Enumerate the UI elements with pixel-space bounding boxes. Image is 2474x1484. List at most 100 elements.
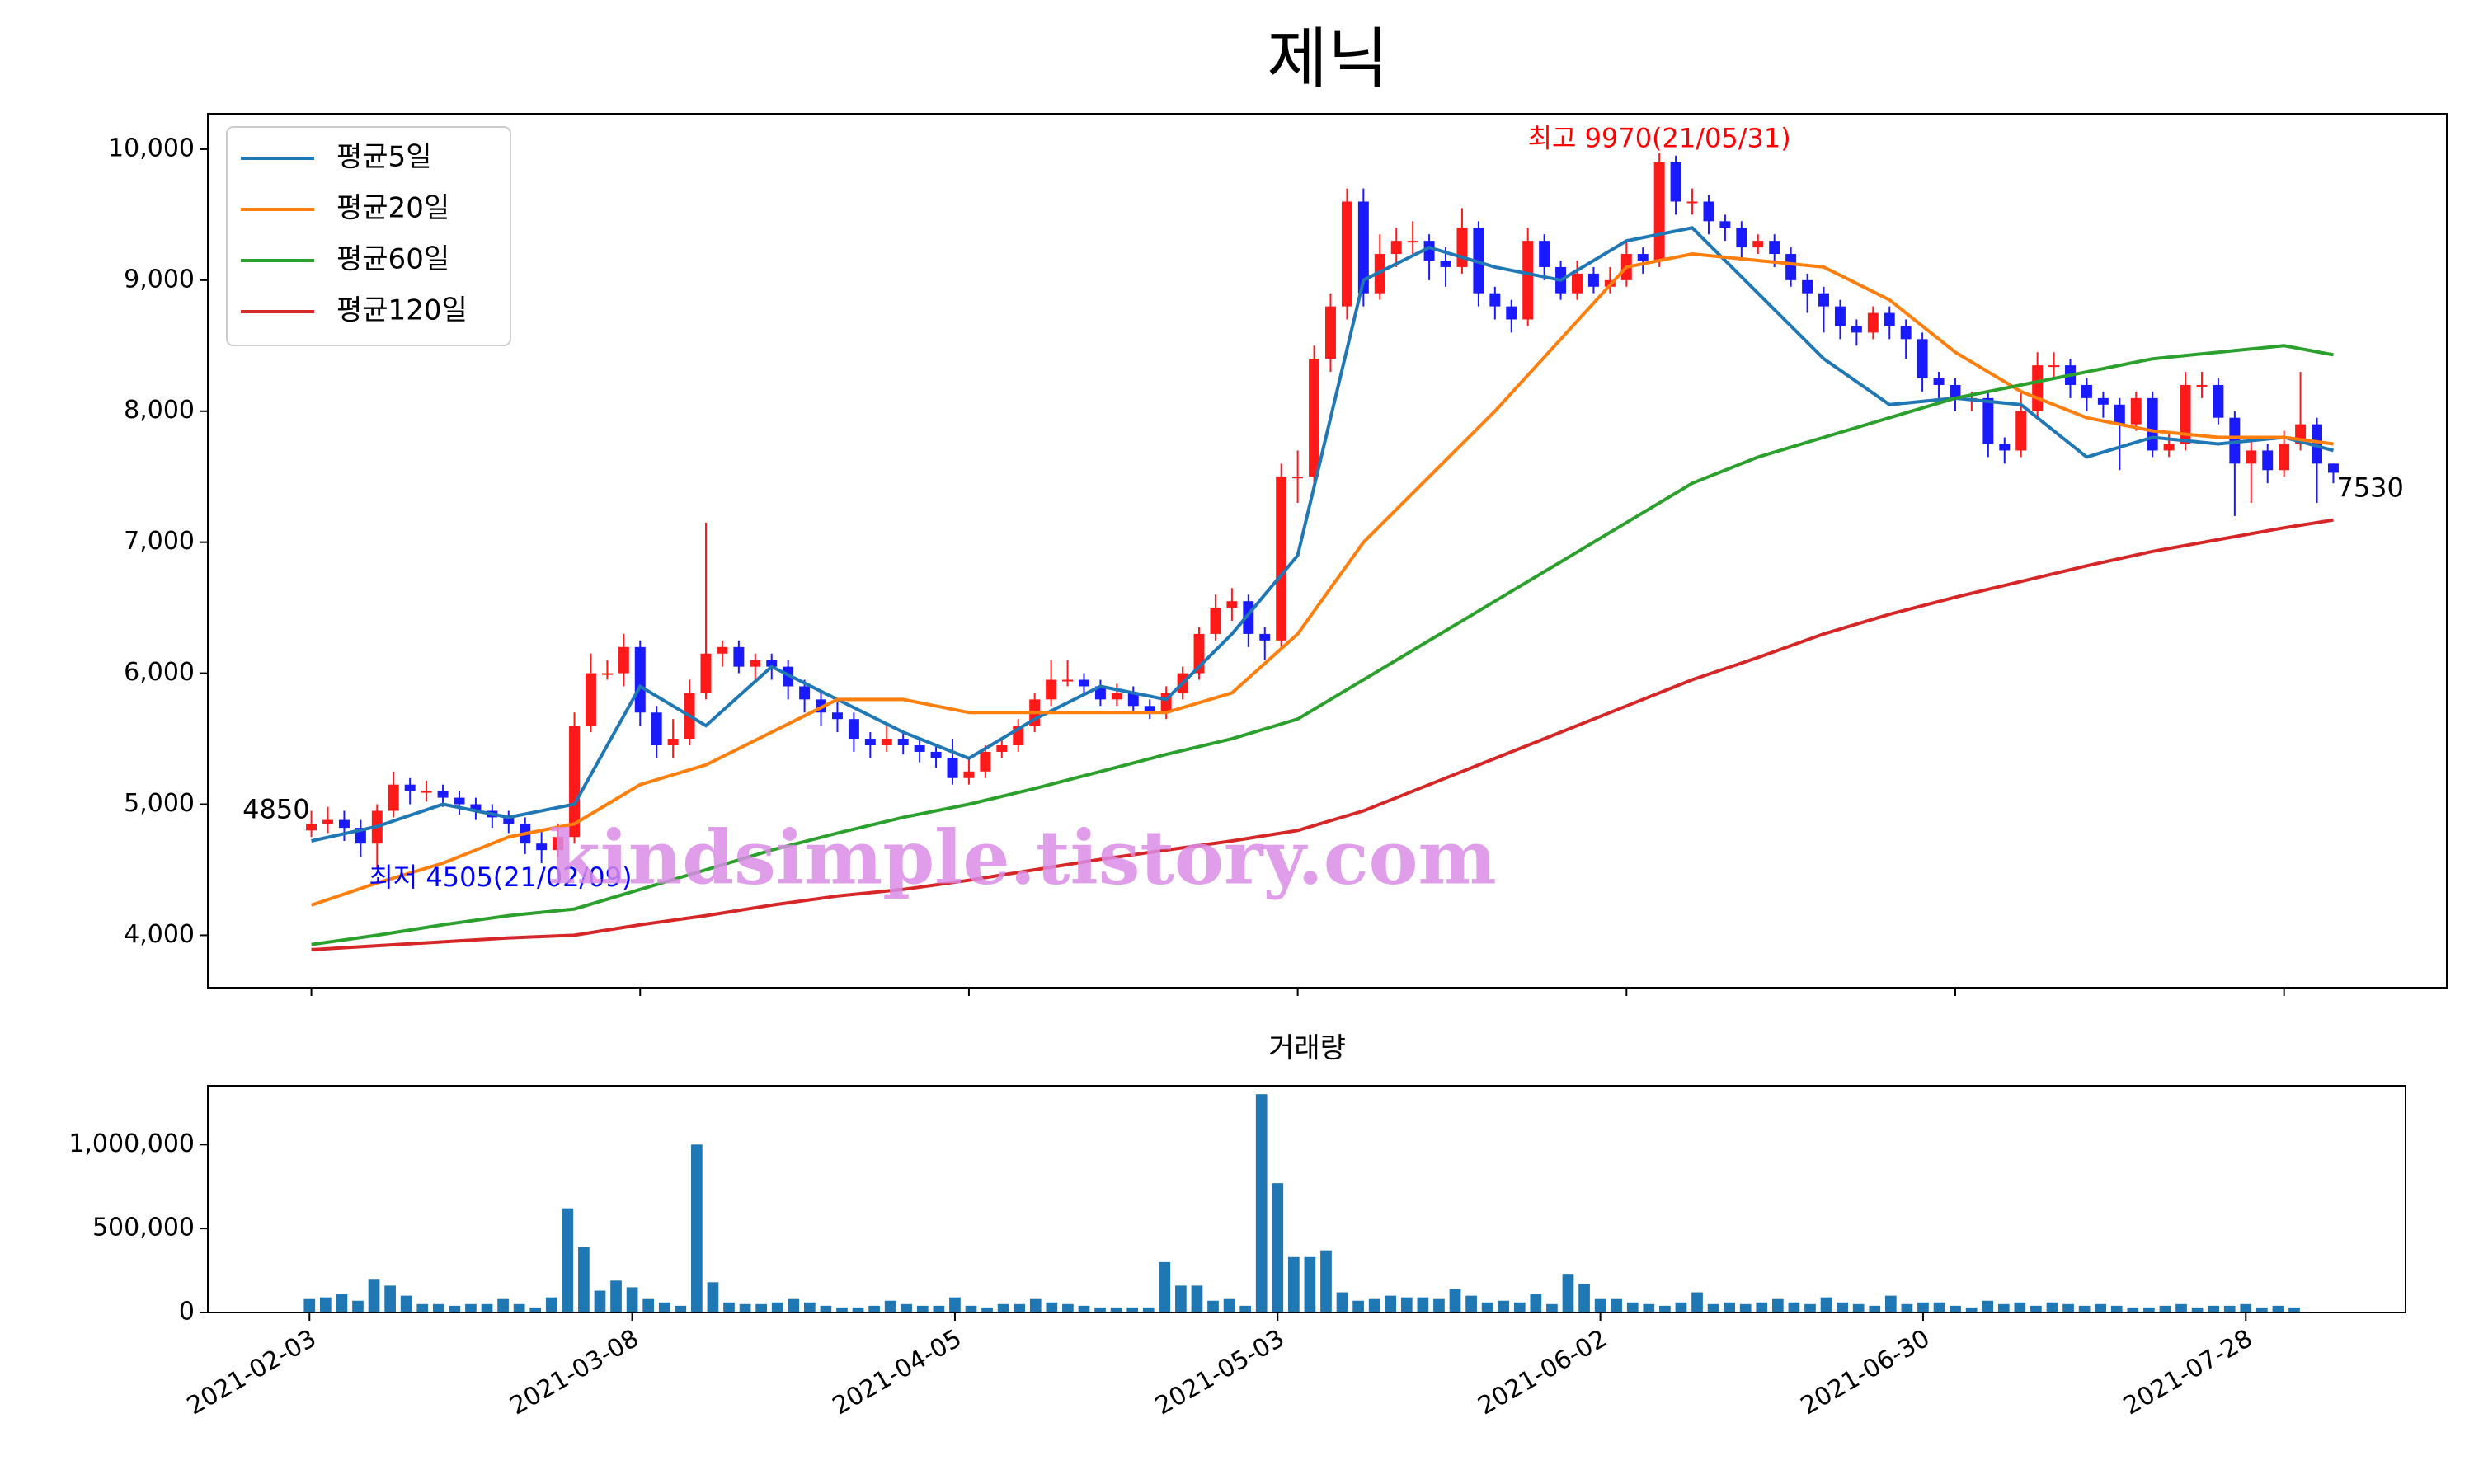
volume-bar [1481, 1302, 1493, 1313]
candle-body [1917, 339, 1928, 379]
volume-bar [1982, 1300, 1994, 1313]
volume-bar [1820, 1297, 1832, 1313]
candle-body [338, 819, 350, 829]
legend-label: 평균120일 [336, 294, 468, 327]
volume-bar [1368, 1298, 1380, 1313]
candle-body [1111, 693, 1122, 700]
candle-body [634, 646, 646, 713]
candle-body [1309, 359, 1320, 477]
candle-body [1078, 679, 1089, 687]
volume-bar [400, 1295, 412, 1313]
candle-body [963, 771, 975, 778]
volume-bar [1675, 1302, 1687, 1313]
candle-body [1259, 633, 1271, 641]
volume-bar [481, 1303, 493, 1313]
volume-bar [1530, 1294, 1542, 1313]
volume-bar [1014, 1303, 1026, 1313]
candle-body [1670, 162, 1681, 202]
candle-body [766, 660, 778, 667]
candle-body [536, 843, 548, 851]
candle-body [2048, 365, 2060, 368]
volume-bar [1287, 1256, 1300, 1313]
candle-body [1226, 601, 1238, 608]
candle-body [1653, 162, 1665, 261]
candle-body [1539, 241, 1550, 267]
volume-bar [529, 1307, 542, 1313]
moving-average-line [311, 344, 2334, 946]
candle-body [1276, 477, 1287, 641]
volume-bar [432, 1303, 444, 1313]
candle-body [1127, 693, 1139, 707]
candle-body [2081, 384, 2092, 398]
volume-bar [981, 1307, 993, 1313]
candle-body [1506, 306, 1517, 320]
volume-bar [1191, 1285, 1203, 1313]
volume-bar [2159, 1305, 2171, 1313]
volume-bar [2240, 1303, 2252, 1313]
candle-body [947, 758, 958, 778]
volume-bar [594, 1290, 606, 1313]
candle-body [914, 744, 925, 752]
volume-bar [707, 1282, 719, 1313]
candle-body [454, 797, 465, 805]
volume-bar [771, 1302, 783, 1313]
candle-body [1572, 273, 1583, 294]
volume-bar [820, 1305, 832, 1313]
volume-bar [965, 1305, 977, 1313]
first-close-label: 4850 [242, 793, 309, 824]
volume-bar [1029, 1298, 1042, 1313]
candle-body [1341, 201, 1352, 307]
volume-bar [884, 1300, 896, 1313]
candle-body [2130, 397, 2142, 425]
candle-body [1752, 241, 1764, 248]
candle-body [322, 819, 333, 824]
volume-bar [2272, 1305, 2284, 1313]
volume-bar [1950, 1305, 1961, 1313]
volume-bar [384, 1285, 396, 1313]
candle-body [1094, 686, 1106, 700]
candle-body [1884, 312, 1895, 326]
candle-body [717, 646, 728, 654]
volume-bar [1336, 1292, 1348, 1313]
candle-body [1440, 260, 1451, 267]
candle-body [601, 673, 613, 675]
volume-bar [626, 1287, 638, 1313]
volume-bar [336, 1294, 348, 1313]
legend-box [226, 126, 511, 346]
candle-body [569, 726, 581, 838]
moving-average-line [311, 226, 2335, 843]
candle-body [1637, 254, 1649, 261]
volume-bar [2127, 1307, 2139, 1313]
volume-title: 거래량 [1268, 1032, 1346, 1065]
y-tick-label: 10,000 [108, 134, 195, 162]
candle-body [2032, 365, 2044, 411]
volume-bar [1707, 1303, 1719, 1313]
volume-bar [739, 1303, 751, 1313]
candle-body [897, 739, 909, 745]
volume-bar [1804, 1303, 1816, 1313]
volume-bar [803, 1302, 816, 1313]
volume-bar [1078, 1305, 1090, 1313]
candle-body [1982, 397, 1994, 444]
candle-body [553, 837, 564, 851]
candle-body [881, 739, 892, 745]
max-annotation: 최고 9970(21/05/31) [1528, 123, 1791, 154]
candle-body [1818, 293, 1829, 307]
volume-bar [2143, 1307, 2155, 1313]
volume-bar [1626, 1302, 1639, 1313]
candle-body [1999, 444, 2011, 451]
volume-bar [1965, 1307, 1978, 1313]
volume-bar [1110, 1307, 1122, 1313]
candle-body [1802, 279, 1813, 294]
volume-bar [675, 1305, 687, 1313]
moving-average-line [311, 518, 2334, 951]
candle-body [733, 646, 745, 667]
candle-body [831, 712, 843, 720]
candle-body [1292, 477, 1304, 479]
candle-body [1210, 608, 1221, 634]
volume-bar [449, 1305, 461, 1313]
candle-body [1851, 326, 1862, 333]
volume-bar [1465, 1295, 1477, 1313]
volume-bar [2208, 1305, 2220, 1313]
